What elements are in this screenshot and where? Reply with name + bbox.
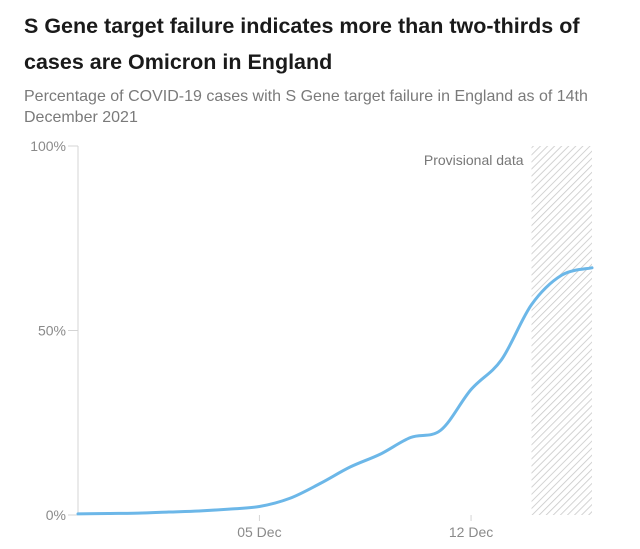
x-tick-label: 05 Dec — [237, 524, 281, 540]
x-tick-label: 12 Dec — [449, 524, 493, 540]
chart-subtitle: Percentage of COVID-19 cases with S Gene… — [24, 88, 588, 126]
provisional-label: Provisional data — [424, 152, 524, 168]
y-tick-label: 100% — [30, 138, 66, 154]
series-line — [76, 266, 594, 516]
y-tick-label: 0% — [46, 507, 66, 523]
provisional-region — [531, 146, 592, 515]
y-tick-label: 50% — [38, 323, 66, 339]
chart-title: S Gene target failure indicates more tha… — [24, 14, 580, 74]
